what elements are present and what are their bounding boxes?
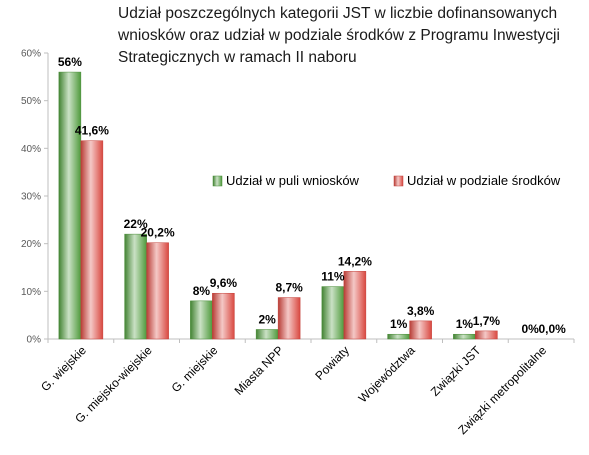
data-label: 41,6% bbox=[75, 124, 109, 138]
data-label: 22% bbox=[124, 217, 148, 231]
data-label: 1% bbox=[390, 317, 408, 331]
chart-title-line-2: wniosków oraz udział w podziale środków … bbox=[118, 27, 560, 44]
legend: Udział w puli wniosków Udział w podziale … bbox=[212, 173, 561, 188]
bar-srodki bbox=[212, 292, 235, 340]
data-label: 1% bbox=[456, 317, 474, 331]
category-label: Miasta NPP bbox=[232, 343, 287, 398]
data-label: 3,8% bbox=[407, 304, 435, 318]
bar-srodki bbox=[409, 320, 432, 340]
category-label: Związki JST bbox=[428, 343, 484, 399]
legend-label: Udział w podziale środków bbox=[407, 173, 561, 188]
bar-wnioski bbox=[387, 333, 410, 340]
data-label: 56% bbox=[58, 55, 82, 69]
category-label: G. miejskie bbox=[169, 343, 221, 395]
data-label: 2% bbox=[258, 312, 276, 326]
y-tick-label: 10% bbox=[21, 287, 41, 298]
data-label: 8% bbox=[193, 284, 211, 298]
chart-title-line-3: Strategicznych w ramach II naboru bbox=[118, 49, 357, 66]
data-label: 20,2% bbox=[141, 226, 175, 240]
data-label: 0,0% bbox=[538, 322, 566, 336]
bar-wnioski bbox=[255, 329, 279, 340]
y-tick-label: 0% bbox=[27, 335, 42, 346]
legend-swatch bbox=[393, 175, 404, 187]
data-label-layer: 56%41,6%22%20,2%8%9,6%2%8,7%11%14,2%1%3,… bbox=[58, 55, 566, 336]
chart-title: Udział poszczególnych kategorii JST w li… bbox=[118, 3, 589, 69]
data-label: 8,7% bbox=[275, 281, 303, 295]
bar-wnioski bbox=[124, 233, 147, 340]
bar-srodki bbox=[475, 330, 498, 340]
bar-srodki bbox=[343, 271, 367, 340]
y-tick-label: 40% bbox=[21, 144, 41, 155]
category-label: Województwa bbox=[356, 343, 418, 405]
data-label: 14,2% bbox=[338, 254, 372, 268]
data-label: 1,7% bbox=[473, 314, 501, 328]
bar-srodki bbox=[277, 297, 301, 340]
chart-title-line-1: Udział poszczególnych kategorii JST w li… bbox=[118, 5, 558, 22]
category-label: Powiaty bbox=[312, 343, 352, 383]
data-label: 11% bbox=[321, 270, 345, 284]
bar-wnioski bbox=[453, 333, 476, 340]
bar-wnioski bbox=[321, 286, 345, 340]
y-tick-label: 30% bbox=[21, 192, 41, 203]
data-label: 9,6% bbox=[210, 276, 238, 290]
legend-swatch bbox=[212, 175, 223, 187]
bar-srodki bbox=[80, 140, 104, 340]
bar-srodki bbox=[146, 242, 169, 340]
y-tick-label: 60% bbox=[21, 49, 41, 60]
category-label: G. wiejskie bbox=[38, 343, 89, 394]
bar-layer bbox=[58, 71, 498, 340]
bar-wnioski bbox=[58, 71, 82, 340]
bar-wnioski bbox=[190, 300, 213, 340]
y-tick-label: 20% bbox=[21, 239, 41, 250]
legend-label: Udział w puli wniosków bbox=[226, 173, 360, 188]
data-label: 0% bbox=[521, 322, 539, 336]
y-tick-label: 50% bbox=[21, 96, 41, 107]
